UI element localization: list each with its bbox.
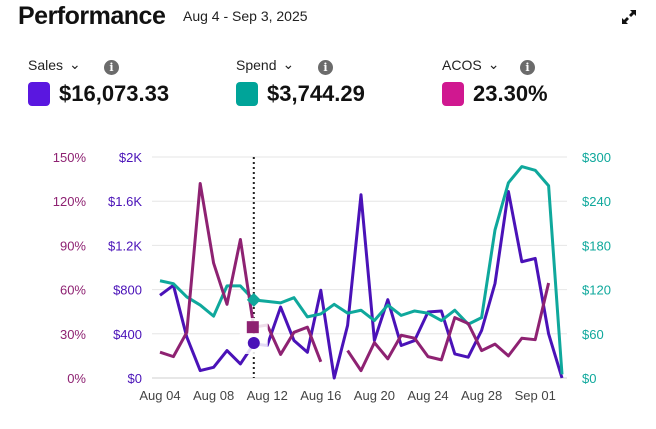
acos-tick-label: 0% — [67, 371, 86, 386]
acos-tick-label: 120% — [53, 194, 87, 209]
chevron-down-icon: ⌄ — [487, 56, 500, 72]
date-range: Aug 4 - Sep 3, 2025 — [183, 8, 308, 24]
acos-hover-marker — [246, 321, 259, 334]
series-line-sales — [159, 189, 564, 380]
spend-dropdown[interactable]: Spend ⌄ — [236, 56, 365, 73]
info-icon[interactable]: i — [520, 60, 535, 75]
metric-sales: Sales ⌄ i $16,073.33 — [28, 56, 169, 107]
expand-icon[interactable] — [620, 8, 638, 26]
spend-tick-label: $60 — [582, 327, 604, 342]
info-icon[interactable]: i — [318, 60, 333, 75]
sales-tick-label: $2K — [119, 150, 142, 165]
sales-dropdown[interactable]: Sales ⌄ — [28, 56, 169, 73]
info-icon[interactable]: i — [104, 60, 119, 75]
spend-tick-label: $180 — [582, 238, 611, 253]
x-tick-label: Sep 01 — [515, 388, 556, 403]
sales-swatch[interactable] — [28, 82, 50, 106]
spend-value: $3,744.29 — [267, 81, 365, 106]
x-tick-label: Aug 28 — [461, 388, 502, 403]
x-tick-label: Aug 12 — [247, 388, 288, 403]
acos-tick-label: 60% — [60, 283, 86, 298]
sales-value: $16,073.33 — [59, 81, 170, 106]
series-line-acos — [159, 182, 551, 373]
chevron-down-icon: ⌄ — [69, 56, 81, 72]
x-tick-label: Aug 20 — [354, 388, 395, 403]
acos-label: ACOS — [442, 56, 482, 73]
sales-tick-label: $800 — [113, 283, 142, 298]
sales-tick-label: $1.2K — [108, 238, 142, 253]
x-tick-label: Aug 08 — [193, 388, 234, 403]
x-tick-label: Aug 04 — [139, 388, 180, 403]
sales-tick-label: $0 — [128, 371, 142, 386]
spend-tick-label: $240 — [582, 194, 611, 209]
spend-label: Spend — [236, 56, 277, 73]
spend-hover-marker — [246, 292, 261, 307]
spend-swatch[interactable] — [236, 82, 258, 106]
sales-label: Sales — [28, 56, 64, 73]
x-tick-label: Aug 24 — [407, 388, 448, 403]
x-tick-label: Aug 16 — [300, 388, 341, 403]
spend-tick-label: $0 — [582, 371, 596, 386]
spend-tick-label: $300 — [582, 150, 611, 165]
sales-tick-label: $400 — [113, 327, 142, 342]
sales-tick-label: $1.6K — [108, 194, 142, 209]
acos-tick-label: 150% — [53, 150, 87, 165]
sales-hover-marker — [247, 337, 260, 349]
acos-tick-label: 30% — [60, 327, 86, 342]
acos-swatch[interactable] — [442, 82, 464, 106]
metric-spend: Spend ⌄ i $3,744.29 — [236, 56, 365, 107]
chevron-down-icon: ⌄ — [282, 56, 295, 72]
series-line-spend — [159, 165, 564, 375]
page-title: Performance — [18, 2, 166, 30]
acos-dropdown[interactable]: ACOS ⌄ — [442, 56, 548, 73]
metric-acos: ACOS ⌄ i 23.30% — [442, 56, 548, 107]
acos-tick-label: 90% — [60, 238, 86, 253]
spend-tick-label: $120 — [582, 283, 611, 298]
acos-value: 23.30% — [473, 81, 548, 106]
